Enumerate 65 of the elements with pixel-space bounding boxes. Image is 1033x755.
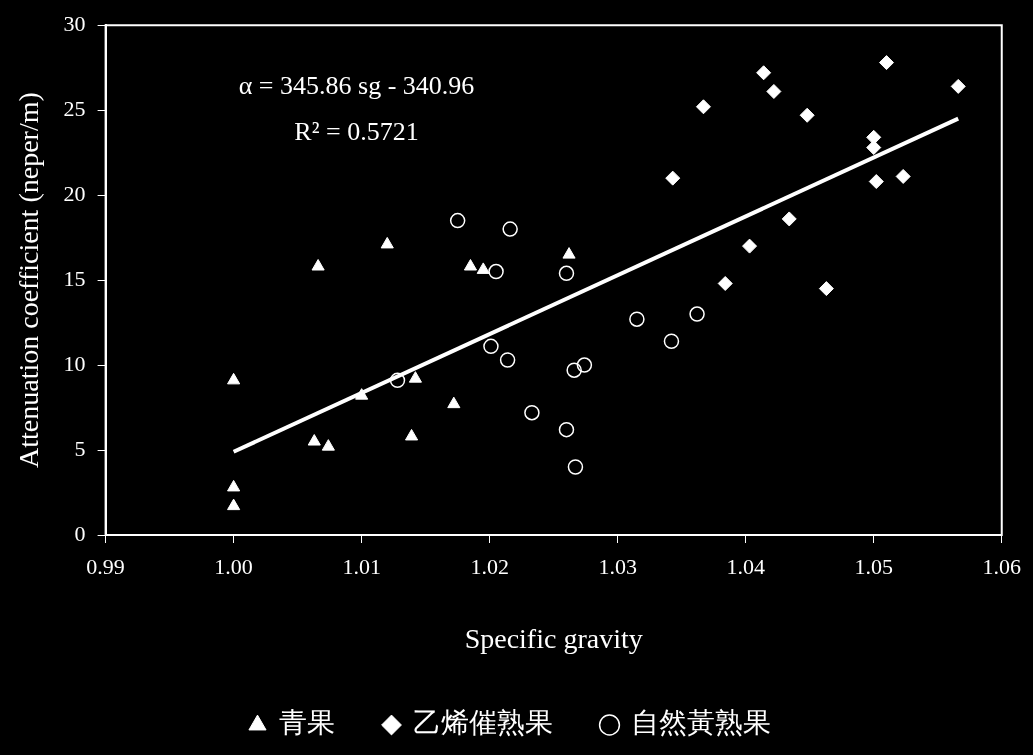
legend-label: 自然黃熟果: [630, 707, 771, 739]
y-tick-label: 20: [63, 180, 86, 206]
point: [879, 55, 895, 71]
x-tick-label: 1.01: [342, 553, 381, 579]
y-tick-label: 30: [63, 10, 86, 36]
point: [567, 459, 584, 475]
point: [950, 78, 966, 94]
x-tick-label: 1.02: [470, 553, 509, 579]
point: [695, 99, 711, 115]
y-tick-label: 5: [74, 435, 86, 461]
point: [405, 428, 419, 441]
point: [717, 276, 733, 291]
point: [463, 259, 478, 271]
point: [389, 372, 406, 389]
point: [311, 259, 325, 271]
point: [629, 311, 645, 327]
point: [408, 371, 422, 383]
point: [665, 170, 681, 186]
point: [818, 281, 834, 297]
x-tick-label: 1.05: [854, 553, 893, 579]
point: [502, 221, 518, 237]
y-tick-label: 10: [63, 350, 86, 376]
point: [756, 65, 772, 81]
x-tick-label: 1.06: [982, 553, 1021, 579]
x-tick-label: 1.00: [214, 553, 253, 579]
legend-label: 青果: [278, 707, 335, 739]
y-tick-label: 25: [63, 95, 86, 121]
point: [227, 498, 241, 511]
point: [380, 236, 394, 249]
point: [483, 338, 499, 355]
point: [868, 174, 884, 190]
point: [449, 212, 466, 229]
point: [566, 362, 582, 378]
point: [488, 263, 504, 280]
point: [307, 434, 321, 446]
point: [895, 168, 911, 184]
point: [524, 404, 540, 421]
point: [321, 439, 335, 451]
x-tick-label: 1.04: [726, 553, 765, 579]
point: [866, 140, 882, 156]
y-tick-label: 15: [63, 265, 86, 291]
point: [562, 247, 576, 259]
point: [781, 211, 797, 227]
y-tick-label: 0: [74, 520, 86, 546]
annotation: R² = 0.5721: [294, 117, 419, 147]
x-axis-title: Specific gravity: [464, 622, 643, 654]
point: [227, 372, 241, 385]
x-tick-label: 0.99: [86, 553, 125, 579]
point: [558, 421, 575, 438]
point: [447, 396, 461, 409]
point: [576, 357, 593, 373]
annotation: α = 345.86 sg - 340.96: [238, 71, 475, 101]
legend-label: 乙烯催熟果: [412, 707, 553, 739]
point: [355, 388, 369, 400]
point: [689, 306, 705, 322]
point: [227, 479, 241, 492]
point: [766, 83, 782, 99]
y-axis-title: Attenuation coefficient (neper/m): [13, 92, 45, 468]
point: [476, 262, 490, 274]
point: [499, 352, 516, 368]
x-tick-label: 1.03: [598, 553, 637, 579]
point: [799, 107, 815, 123]
point: [558, 265, 575, 282]
point: [742, 238, 758, 254]
point: [663, 333, 680, 350]
